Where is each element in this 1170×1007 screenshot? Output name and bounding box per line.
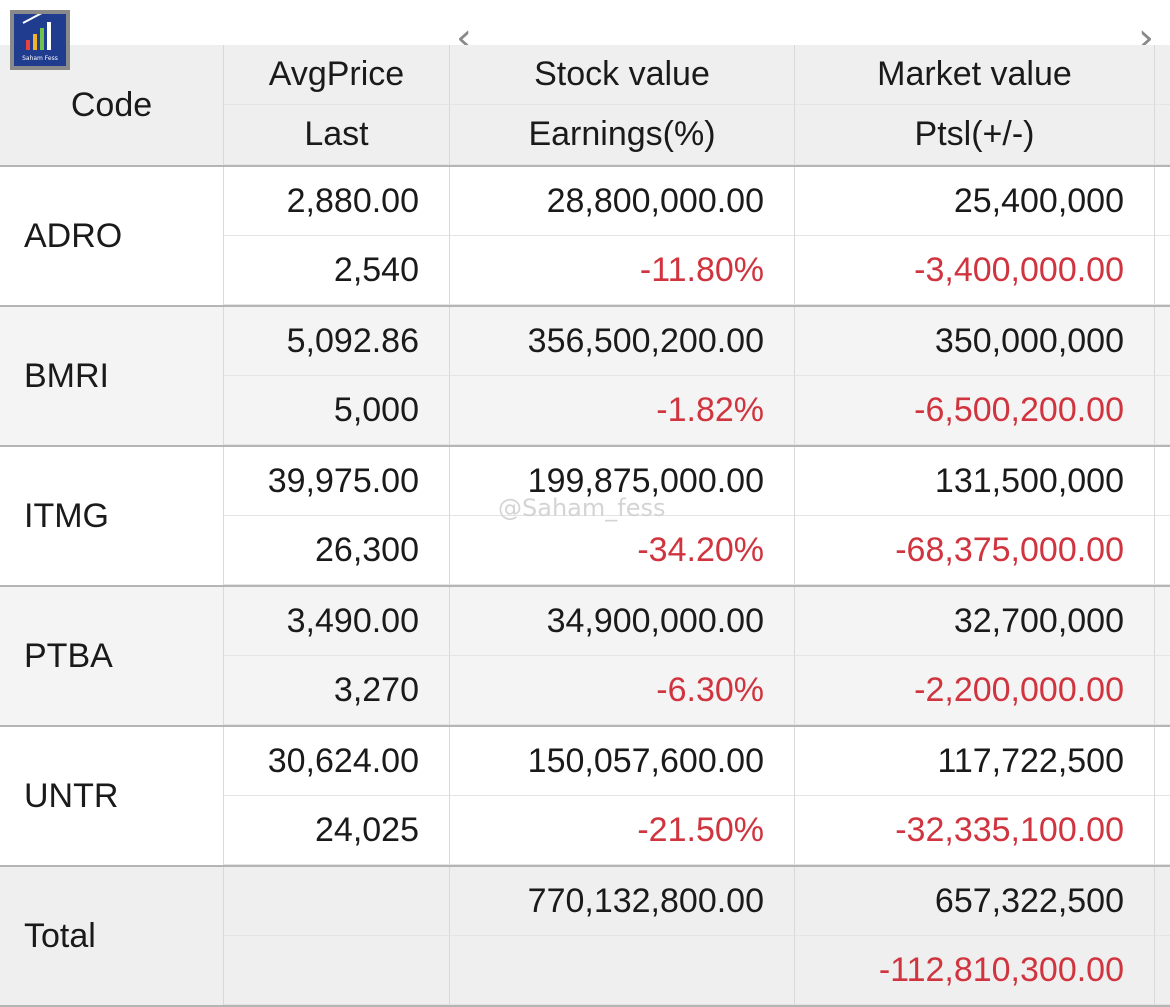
table-header: Code AvgPrice Stock value Market value L… [0, 45, 1170, 167]
table-row[interactable]: BMRI 5,092.86 356,500,200.00 350,000,000… [0, 307, 1170, 447]
earnings-pct: -21.50% [450, 796, 795, 865]
market-value: 25,400,000 [795, 167, 1155, 236]
earnings-pct: -34.20% [450, 516, 795, 585]
stock-code: ITMG [0, 447, 224, 585]
last-price: 5,000 [224, 376, 450, 445]
ptsl-value: -32,335,100.00 [795, 796, 1155, 865]
market-value: 131,500,000 [795, 447, 1155, 516]
header-avgprice[interactable]: AvgPrice [224, 45, 450, 105]
ptsl-value: -3,400,000.00 [795, 236, 1155, 305]
total-market-value: 657,322,500 [795, 867, 1155, 936]
market-value: 350,000,000 [795, 307, 1155, 376]
last-price: 24,025 [224, 796, 450, 865]
portfolio-table: Code AvgPrice Stock value Market value L… [0, 45, 1170, 1007]
earnings-pct: -6.30% [450, 656, 795, 725]
stock-value: 199,875,000.00 [450, 447, 795, 516]
stock-code: ADRO [0, 167, 224, 305]
last-price: 3,270 [224, 656, 450, 725]
stock-code: PTBA [0, 587, 224, 725]
header-ptsl[interactable]: Ptsl(+/-) [795, 105, 1155, 165]
stock-value: 356,500,200.00 [450, 307, 795, 376]
avg-price: 39,975.00 [224, 447, 450, 516]
avg-price: 5,092.86 [224, 307, 450, 376]
avg-price: 30,624.00 [224, 727, 450, 796]
stock-value: 150,057,600.00 [450, 727, 795, 796]
stock-value: 34,900,000.00 [450, 587, 795, 656]
total-avg-empty [224, 867, 450, 936]
market-value: 32,700,000 [795, 587, 1155, 656]
total-row: Total 770,132,800.00 657,322,500 -112,81… [0, 867, 1170, 1007]
total-last-empty [224, 936, 450, 1005]
header-stock-value[interactable]: Stock value [450, 45, 795, 105]
total-stock-value: 770,132,800.00 [450, 867, 795, 936]
earnings-pct: -11.80% [450, 236, 795, 305]
total-label: Total [0, 867, 224, 1005]
logo-text: Saham Fess [22, 55, 58, 62]
app-logo: Saham Fess [10, 10, 70, 70]
table-row[interactable]: UNTR 30,624.00 150,057,600.00 117,722,50… [0, 727, 1170, 867]
stock-code: BMRI [0, 307, 224, 445]
ptsl-value: -6,500,200.00 [795, 376, 1155, 445]
total-earnings-empty [450, 936, 795, 1005]
table-row[interactable]: PTBA 3,490.00 34,900,000.00 32,700,000 3… [0, 587, 1170, 727]
last-price: 2,540 [224, 236, 450, 305]
total-ptsl: -112,810,300.00 [795, 936, 1155, 1005]
ptsl-value: -2,200,000.00 [795, 656, 1155, 725]
chart-logo-icon: Saham Fess [14, 14, 66, 66]
avg-price: 2,880.00 [224, 167, 450, 236]
header-market-value[interactable]: Market value [795, 45, 1155, 105]
avg-price: 3,490.00 [224, 587, 450, 656]
earnings-pct: -1.82% [450, 376, 795, 445]
market-value: 117,722,500 [795, 727, 1155, 796]
stock-value: 28,800,000.00 [450, 167, 795, 236]
table-row[interactable]: ITMG 39,975.00 199,875,000.00 131,500,00… [0, 447, 1170, 587]
header-earnings[interactable]: Earnings(%) [450, 105, 795, 165]
last-price: 26,300 [224, 516, 450, 585]
table-row[interactable]: ADRO 2,880.00 28,800,000.00 25,400,000 2… [0, 167, 1170, 307]
ptsl-value: -68,375,000.00 [795, 516, 1155, 585]
stock-code: UNTR [0, 727, 224, 865]
header-last[interactable]: Last [224, 105, 450, 165]
